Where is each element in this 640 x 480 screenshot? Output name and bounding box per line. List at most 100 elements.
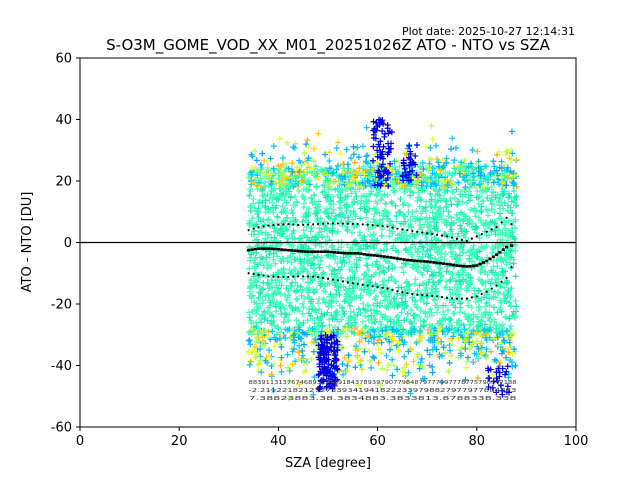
data-point [414,287,421,294]
data-point [491,220,498,227]
data-point [248,231,255,238]
lower-band-point [465,297,468,300]
data-point [485,383,492,390]
data-point [378,196,385,203]
lower-band-point [406,292,409,295]
data-point [483,232,490,239]
data-point [321,343,328,350]
data-point [264,281,271,288]
data-point [504,202,511,209]
data-point [322,238,329,245]
lower-band-point [440,295,444,299]
data-point [408,224,415,231]
mean-point [342,251,347,255]
data-point [440,195,447,202]
data-point [381,181,388,188]
y-tick-label: -60 [51,421,72,436]
data-point [247,341,254,348]
data-point [271,343,278,350]
x-tick-label: 40 [270,434,287,449]
data-point [394,232,401,239]
data-point [287,194,294,201]
data-point [451,194,458,201]
data-point [308,355,315,362]
data-point [281,225,288,232]
data-point [418,243,425,250]
data-point [253,323,260,330]
data-point [395,333,402,340]
data-point [464,220,471,227]
data-point [295,349,302,356]
data-point [431,215,438,222]
data-point [374,310,381,317]
data-point [493,389,500,396]
data-point [429,363,436,370]
data-point [323,378,330,385]
data-point [484,194,491,201]
data-point [446,286,453,293]
data-point [401,317,408,324]
data-point [274,253,281,260]
data-point [507,329,514,336]
data-point [435,159,442,166]
data-point [297,180,304,187]
data-point [322,209,329,216]
data-point [291,145,298,152]
data-point [432,181,439,188]
data-point [378,247,385,254]
data-point [426,214,433,221]
data-point [303,141,310,148]
data-point [299,265,306,272]
data-point [245,329,252,336]
data-point [303,166,310,173]
data-point [336,182,343,189]
data-point [299,218,306,225]
data-point [364,302,371,309]
data-point [318,377,325,384]
upper-band-point [445,235,449,238]
data-point [264,264,271,271]
data-point [446,315,453,322]
data-point [338,274,345,281]
data-point [248,284,255,291]
data-point [497,359,504,366]
data-point [371,287,378,294]
data-point [347,170,354,177]
upper-band-point [282,223,285,226]
data-point [286,254,293,261]
data-point [245,337,252,344]
data-point [433,142,440,149]
data-point [334,326,341,333]
data-point [363,308,370,315]
data-point [394,366,401,373]
data-point [371,231,378,238]
data-point [506,232,513,239]
data-point [377,219,384,226]
data-point [437,265,444,272]
data-point [468,178,475,185]
data-point [331,267,338,274]
data-point [491,356,498,363]
data-point [400,269,407,276]
data-point [340,161,347,168]
data-point [280,318,287,325]
data-point [266,354,273,361]
data-point [395,347,402,354]
data-point [310,164,317,171]
data-point [291,337,298,344]
data-point [485,374,492,381]
data-point [437,185,444,192]
upper-band-point [470,237,473,240]
data-point [491,316,498,323]
data-point [428,122,435,129]
data-point [494,242,501,249]
data-point [407,176,414,183]
data-point [317,257,324,264]
lower-band-point [312,275,315,278]
upper-band-point [297,223,300,227]
data-point [379,127,386,134]
data-point [311,374,318,381]
data-point [488,184,495,191]
data-point [337,266,344,273]
data-point [304,331,311,338]
